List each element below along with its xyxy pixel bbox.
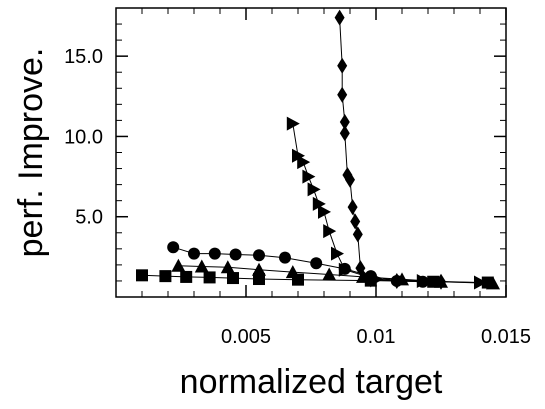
y-tick-label: 10.0 [64,126,103,148]
circle-marker [229,248,242,261]
diamond-marker [436,273,446,290]
diamond-marker [337,57,348,74]
diamond-marker [350,213,361,230]
triangle-right-marker [307,182,321,197]
triangle-right-marker [331,246,344,261]
diamond-marker [352,226,363,243]
diamond-marker [347,199,358,216]
circle-marker [188,247,200,260]
triangle-right-marker [302,169,316,184]
circle-marker [253,249,265,262]
square-marker [253,273,265,286]
circle-marker [208,247,221,260]
square-marker [227,272,239,285]
y-tick-label: 5.0 [75,207,103,229]
triangle-right-marker [474,275,487,290]
triangle-right-marker [312,196,326,211]
plot-frame [115,7,507,298]
series-diamond [334,9,446,290]
square-marker [159,270,172,283]
y-axis-title: perf. Improve. [12,48,50,258]
diamond-marker [334,9,345,26]
triangle-right-marker [286,116,300,131]
series-triangle-up [171,258,500,290]
diamond-marker [337,86,348,103]
square-marker [180,270,193,283]
triangle-up-marker [252,262,266,276]
series-line [339,17,442,283]
diamond-marker [339,113,350,130]
square-marker [203,271,216,284]
triangle-up-marker [285,265,300,279]
circle-marker [279,251,291,264]
triangle-right-marker [338,262,352,277]
triangle-up-marker [486,276,500,290]
x-tick-label: 0.015 [481,326,531,348]
triangle-up-marker [322,267,337,281]
triangle-up-marker [194,259,209,273]
triangle-up-marker [220,260,235,274]
triangle-right-marker [323,224,337,239]
y-tick-label: 15.0 [64,46,103,68]
triangle-right-marker [318,204,331,219]
diamond-marker [365,271,376,288]
triangle-right-marker [297,155,311,170]
x-tick-label: 0.01 [357,326,396,348]
x-axis-title: normalized target [180,363,443,401]
diamond-marker [339,125,350,142]
diamond-marker [355,260,366,277]
x-tick-label: 0.005 [221,326,271,348]
plot-area: 0.005 0.01 0.015 5.0 10.0 15.0 normalized targ… [12,7,531,401]
diamond-marker [345,171,355,188]
triangle-right-marker [292,148,305,163]
square-marker [136,269,148,282]
circle-marker [167,241,180,254]
diamond-marker [391,272,402,289]
circle-marker [310,257,323,270]
triangle-up-marker [171,258,186,272]
